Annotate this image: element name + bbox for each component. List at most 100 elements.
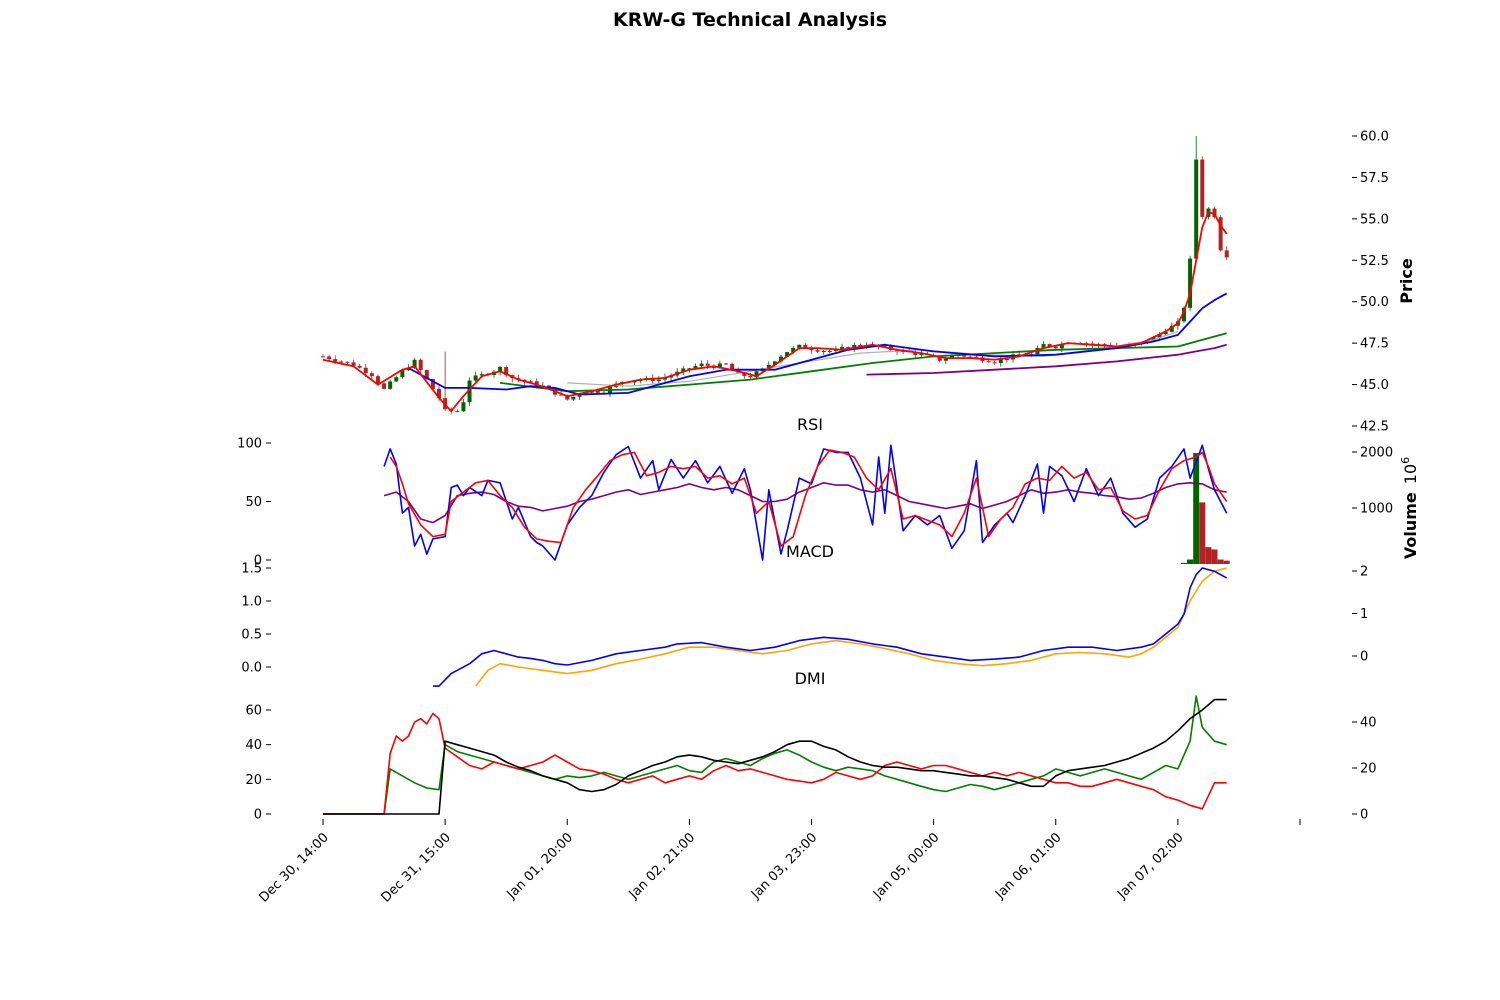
candle-body xyxy=(992,362,997,364)
macd-line xyxy=(432,567,1228,687)
x-tick-label: Dec 31, 15:00 xyxy=(379,830,454,905)
candle-body xyxy=(681,368,686,372)
candle-body xyxy=(327,356,332,360)
price-axis-label: Price xyxy=(1397,258,1416,304)
candle-body xyxy=(1047,344,1052,347)
candle-body xyxy=(846,347,851,349)
macd-y-tick-label: 1.0 xyxy=(241,595,262,610)
dmi-y-tick-label: 20 xyxy=(245,773,262,788)
x-tick-label: Jan 06, 01:00 xyxy=(992,830,1064,902)
candle-body xyxy=(717,363,722,369)
dmi-panel: 0 20 40 60 0 20 40 DMI xyxy=(245,669,1376,823)
candle-body xyxy=(791,347,796,353)
candle-body xyxy=(504,367,509,376)
candle-body xyxy=(1157,334,1162,338)
price-y-tick-label: 52.5 xyxy=(1360,254,1389,269)
candle-body xyxy=(321,356,325,358)
x-tick-label: Jan 02, 21:00 xyxy=(626,830,698,902)
candle-body xyxy=(656,379,661,382)
rsi-y-tick-label: 100 xyxy=(237,437,262,452)
candle-body xyxy=(742,372,747,376)
x-tick-label: Jan 05, 00:00 xyxy=(870,830,942,902)
candle-body xyxy=(498,367,503,372)
volume-scale-base: 10 xyxy=(1401,464,1420,484)
candle-body xyxy=(559,394,564,396)
candle-body xyxy=(430,378,435,389)
candle-body xyxy=(333,359,338,362)
macd-right-y-tick-label: 0 xyxy=(1360,650,1368,665)
candle-body xyxy=(998,359,1003,364)
candle-body xyxy=(382,383,387,389)
candle-body xyxy=(467,380,472,403)
candle-body xyxy=(479,374,484,376)
candle-body xyxy=(345,361,350,363)
candle-body xyxy=(699,363,704,367)
price-panel: 42.5 45.0 47.5 50.0 52.5 55.0 57.5 60.0 Price xyxy=(321,130,1416,435)
candle-body xyxy=(534,381,539,387)
sma-fast-line xyxy=(322,211,1228,412)
candle-body xyxy=(351,362,356,366)
macd-y-tick-label: 1.5 xyxy=(241,562,262,577)
candle-body xyxy=(913,352,918,356)
candle-body xyxy=(693,366,698,369)
candle-body xyxy=(858,344,863,347)
macd-right-y-tick-label: 1 xyxy=(1360,607,1368,622)
dmi-y-tick-label: 40 xyxy=(245,738,262,753)
candle-body xyxy=(418,359,423,371)
candle-body xyxy=(724,363,729,365)
candle-body xyxy=(412,359,417,369)
dmi-minus-line xyxy=(323,695,1227,815)
candle-body xyxy=(1041,344,1046,348)
candle-body xyxy=(968,356,973,358)
candle-body xyxy=(339,361,344,363)
volume-bar xyxy=(1193,453,1200,564)
candle-body xyxy=(937,356,942,361)
candle-body xyxy=(1200,159,1205,217)
dmi-right-y-tick-label: 0 xyxy=(1360,808,1368,823)
price-y-tick-label: 47.5 xyxy=(1360,337,1389,352)
candle-body xyxy=(785,352,790,357)
rsi-panel: 0 50 100 RSI xyxy=(237,415,1228,569)
volume-scale-exponent: 6 xyxy=(1399,457,1412,464)
dmi-adx-line xyxy=(323,698,1227,815)
candle-body xyxy=(473,375,478,381)
x-axis: Dec 30, 14:00 Dec 31, 15:00 Jan 01, 20:00 J… xyxy=(256,819,1301,906)
candle-body xyxy=(778,356,783,362)
volume-panel: 1000 2000 Volume 106 xyxy=(1180,446,1420,564)
macd-y-tick-label: 0.0 xyxy=(241,661,262,676)
candle-body xyxy=(1163,331,1168,335)
dmi-right-y-tick-label: 40 xyxy=(1360,716,1377,731)
rsi-y-tick-label: 0 xyxy=(254,554,262,569)
candle-body xyxy=(400,370,405,378)
candle-body xyxy=(455,411,460,413)
candle-body xyxy=(943,358,948,361)
candle-body xyxy=(748,375,753,378)
rsi-y-tick-label: 50 xyxy=(245,495,262,510)
volume-y-tick-label: 1000 xyxy=(1360,502,1393,517)
candle-body xyxy=(577,395,582,397)
candle-body xyxy=(357,365,362,368)
macd-title: MACD xyxy=(786,542,834,561)
candle-body xyxy=(1053,346,1058,349)
volume-bar xyxy=(1205,547,1212,564)
x-tick-label: Jan 03, 23:00 xyxy=(748,830,820,902)
chart-title: KRW-G Technical Analysis xyxy=(613,9,887,31)
dmi-title: DMI xyxy=(795,669,826,688)
candle-body xyxy=(797,344,802,348)
rsi-title: RSI xyxy=(797,415,823,434)
price-y-tick-label: 60.0 xyxy=(1360,130,1389,145)
candle-body xyxy=(394,377,399,382)
candle-body xyxy=(1181,307,1186,322)
volume-bar xyxy=(1180,562,1187,564)
rsi-blue-line xyxy=(383,444,1228,561)
price-y-tick-label: 42.5 xyxy=(1360,420,1389,435)
macd-signal-line xyxy=(475,567,1227,687)
x-tick-label: Jan 01, 20:00 xyxy=(504,830,576,902)
candle-body xyxy=(852,344,857,349)
candle-body xyxy=(363,367,368,374)
candle-body xyxy=(809,348,814,351)
volume-axis-label: Volume 106 xyxy=(1399,457,1420,559)
candle-body xyxy=(815,350,820,352)
